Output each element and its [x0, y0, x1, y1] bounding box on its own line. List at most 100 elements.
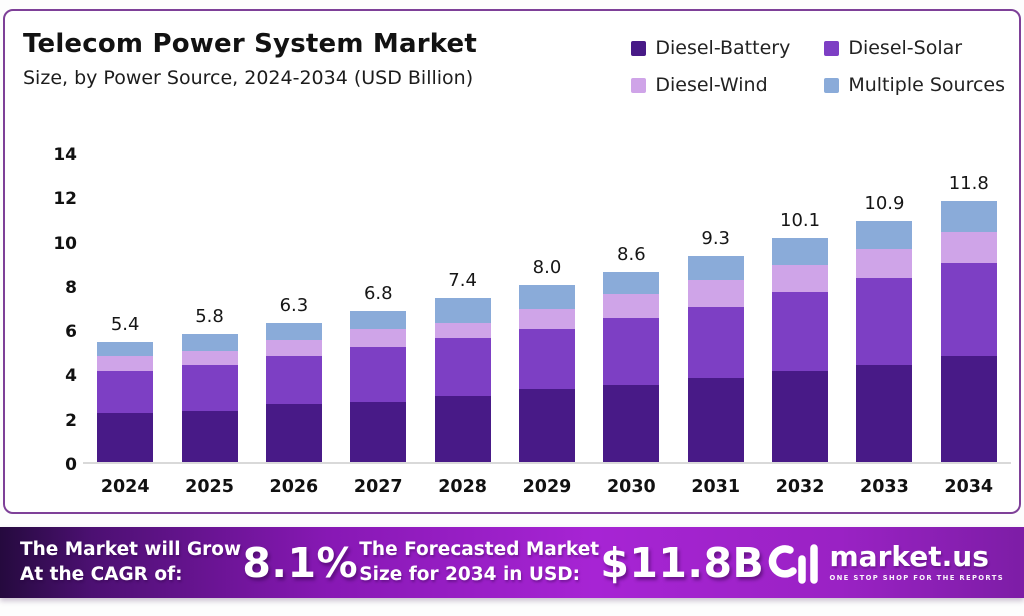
- bar-segment-diesel-wind: [603, 293, 660, 319]
- legend-swatch-diesel-battery: [631, 40, 647, 56]
- bar-segment-diesel-solar: [940, 262, 997, 356]
- bar-segment-diesel-wind: [265, 340, 322, 356]
- bar-segment-diesel-wind: [687, 280, 744, 308]
- x-label-2031: 2031: [691, 477, 741, 497]
- bar-total-label: 9.3: [701, 228, 731, 250]
- bar-segment-diesel-solar: [687, 307, 744, 378]
- bar-stack: [181, 333, 238, 462]
- bar-segment-diesel-wind: [856, 249, 913, 279]
- y-tick-12: 12: [53, 189, 77, 210]
- x-label-2025: 2025: [185, 477, 234, 497]
- logo-text: market.us: [829, 540, 989, 573]
- chart-card: Telecom Power System Market Size, by Pow…: [3, 9, 1021, 514]
- legend-item-diesel-wind: Diesel-Wind: [631, 74, 790, 96]
- logo-text-block: market.us ONE STOP SHOP FOR THE REPORTS: [829, 540, 1004, 583]
- bar-segment-diesel-wind: [940, 231, 997, 263]
- bar-total-label: 5.4: [110, 314, 140, 336]
- bar-segment-diesel-solar: [265, 355, 322, 405]
- legend-item-diesel-solar: Diesel-Solar: [824, 37, 1005, 59]
- bar-stack: [772, 238, 829, 462]
- cagr-label-line1: The Market will Grow: [20, 539, 242, 561]
- bar-segment-diesel-wind: [97, 355, 154, 372]
- legend-label: Diesel-Wind: [655, 74, 768, 96]
- y-tick-10: 10: [53, 233, 77, 254]
- bar-segment-diesel-wind: [518, 309, 575, 330]
- forecast-label-line2: Size for 2034 in USD:: [359, 563, 581, 585]
- x-label-2034: 2034: [944, 477, 994, 497]
- legend-label: Diesel-Solar: [848, 37, 963, 59]
- market-us-logo: market.us ONE STOP SHOP FOR THE REPORTS: [766, 541, 1004, 585]
- y-tick-14: 14: [53, 145, 77, 165]
- bar-segment-diesel-battery: [350, 402, 407, 462]
- bar-2028: 7.4: [420, 154, 504, 462]
- footer-banner: The Market will Grow At the CAGR of: 8.1…: [0, 527, 1024, 598]
- bar-2030: 8.6: [589, 154, 673, 462]
- bar-stack: [687, 256, 744, 462]
- y-tick-8: 8: [65, 277, 77, 298]
- x-label-2028: 2028: [438, 477, 487, 497]
- bar-segment-diesel-battery: [687, 377, 744, 462]
- bar-total-label: 8.0: [532, 256, 562, 278]
- bar-2032: 10.1: [758, 154, 842, 462]
- bar-segment-diesel-solar: [603, 318, 660, 385]
- x-label-2033: 2033: [860, 477, 909, 497]
- bar-2024: 5.4: [83, 154, 167, 462]
- bar-segment-diesel-battery: [265, 404, 322, 462]
- x-label-2029: 2029: [522, 477, 572, 497]
- bar-segment-diesel-solar: [856, 278, 913, 365]
- bar-total-label: 11.8: [948, 172, 989, 194]
- bar-total-label: 6.8: [363, 283, 393, 305]
- bar-stack: [940, 200, 997, 462]
- bar-2033: 10.9: [842, 154, 926, 462]
- x-label-2024: 2024: [100, 477, 150, 497]
- bar-segment-multiple-sources: [434, 298, 491, 323]
- bar-2029: 8.0: [505, 154, 589, 462]
- bar-segment-multiple-sources: [687, 256, 744, 281]
- bar-segment-multiple-sources: [856, 220, 913, 250]
- bar-2034: 11.8: [927, 154, 1011, 462]
- cagr-label: The Market will Grow At the CAGR of:: [20, 538, 241, 586]
- y-tick-2: 2: [65, 410, 77, 431]
- bar-stack: [434, 298, 491, 462]
- y-tick-6: 6: [65, 322, 77, 343]
- legend-swatch-diesel-solar: [824, 40, 840, 56]
- bar-segment-diesel-battery: [97, 413, 154, 462]
- x-label-2030: 2030: [606, 477, 656, 497]
- forecast-label: The Forecasted Market Size for 2034 in U…: [359, 538, 599, 586]
- market-us-logo-icon: [768, 543, 818, 584]
- bar-segment-diesel-battery: [518, 388, 575, 462]
- bar-segment-diesel-solar: [350, 346, 407, 403]
- x-label-2032: 2032: [775, 477, 825, 497]
- bars-row: 5.4 5.8 6.3 6.8 7.4 8.0 8.6 9.3 10.1 10.9 11.8: [83, 154, 1011, 462]
- bar-stack: [97, 342, 154, 462]
- bar-segment-multiple-sources: [181, 333, 238, 352]
- x-axis: 2024 2025 2026 2027 2028 2029 2030 2031 2032 2033…: [83, 477, 1011, 497]
- bar-segment-multiple-sources: [772, 238, 829, 265]
- legend: Diesel-Battery Diesel-Solar Diesel-Wind …: [631, 37, 1005, 96]
- bar-segment-multiple-sources: [265, 322, 322, 341]
- bar-stack: [350, 311, 407, 462]
- bar-segment-diesel-wind: [181, 351, 238, 365]
- bar-segment-diesel-battery: [434, 395, 491, 462]
- bar-segment-diesel-solar: [518, 329, 575, 389]
- bar-segment-diesel-battery: [603, 384, 660, 462]
- legend-label: Diesel-Battery: [655, 37, 791, 59]
- bar-total-label: 5.8: [195, 305, 224, 327]
- bar-total-label: 10.1: [780, 210, 821, 232]
- legend-label: Multiple Sources: [848, 74, 1005, 96]
- bar-segment-diesel-battery: [181, 411, 238, 462]
- bar-segment-multiple-sources: [940, 200, 997, 232]
- legend-swatch-multiple-sources: [824, 77, 840, 93]
- bar-stack: [265, 322, 322, 462]
- y-tick-0: 0: [65, 455, 77, 475]
- logo-tagline: ONE STOP SHOP FOR THE REPORTS: [829, 574, 1004, 582]
- bar-stack: [603, 271, 660, 462]
- bar-segment-multiple-sources: [518, 284, 575, 310]
- plot-wrap: 0 2 4 6 8 10 12 14 5.4 5.8 6.3 6.8 7.4 8.0 8.6 9.3 10.1…: [5, 11, 1019, 512]
- forecast-label-line1: The Forecasted Market: [359, 539, 600, 561]
- bar-2031: 9.3: [674, 154, 758, 462]
- cagr-value: 8.1%: [242, 538, 359, 587]
- bar-total-label: 6.3: [279, 294, 309, 316]
- bar-segment-diesel-wind: [350, 329, 407, 347]
